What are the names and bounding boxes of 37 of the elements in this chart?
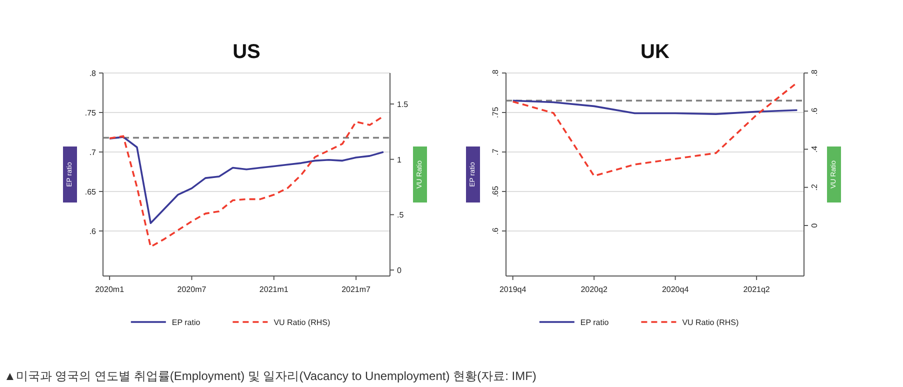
line-series xyxy=(512,100,798,115)
y2-tick-label: 1.5 xyxy=(397,100,409,109)
y-tick-label: .6 xyxy=(491,227,500,234)
y2-tick-label: .4 xyxy=(810,145,819,153)
text: ▲미국과 영국의 연도별 취업률(Employment) 및 일자리(Vacancy to Unemployment) 현황(자료: IMF) xyxy=(4,369,536,383)
legend-label: EP ratio xyxy=(172,318,201,327)
x-tick-label: 2021m1 xyxy=(259,285,289,294)
y2-tick-label: .6 xyxy=(810,107,819,114)
legend-label: VU Ratio (RHS) xyxy=(682,318,739,327)
line-series xyxy=(108,136,384,224)
chart-title: UK xyxy=(640,41,670,63)
legend-label: VU Ratio (RHS) xyxy=(274,318,330,327)
x-tick-label: 2021m7 xyxy=(342,285,372,294)
x-tick-label: 2020m1 xyxy=(95,285,125,294)
y2-tick-label: .8 xyxy=(810,69,819,76)
y2-tick-label: 0 xyxy=(810,222,819,228)
y-tick-label: .65 xyxy=(491,185,500,198)
y-tick-label: .8 xyxy=(89,69,97,78)
chart-title: US xyxy=(232,41,260,63)
y-tick-label: .75 xyxy=(491,106,500,118)
x-tick-label: 2020q4 xyxy=(662,285,690,294)
line-series xyxy=(108,115,384,248)
y-tick-label: .7 xyxy=(491,148,500,156)
x-tick-label: 2020q2 xyxy=(580,285,608,294)
y2-tick-label: .5 xyxy=(397,210,404,220)
x-tick-label: 2020m7 xyxy=(177,285,207,294)
y-tick-label: .8 xyxy=(491,69,500,76)
y-tick-label: .7 xyxy=(89,148,97,157)
y-tick-label: .6 xyxy=(89,226,97,236)
y-tick-label: .75 xyxy=(84,108,97,118)
y2-tick-label: 1 xyxy=(397,155,402,164)
y-tick-label: .65 xyxy=(84,187,97,196)
y2-tick-label: 0 xyxy=(397,266,402,276)
legend-label: EP ratio xyxy=(580,318,610,327)
y2-tick-label: .2 xyxy=(810,183,819,191)
x-tick-label: 2019q4 xyxy=(499,285,527,294)
x-tick-label: 2021q2 xyxy=(743,285,770,294)
